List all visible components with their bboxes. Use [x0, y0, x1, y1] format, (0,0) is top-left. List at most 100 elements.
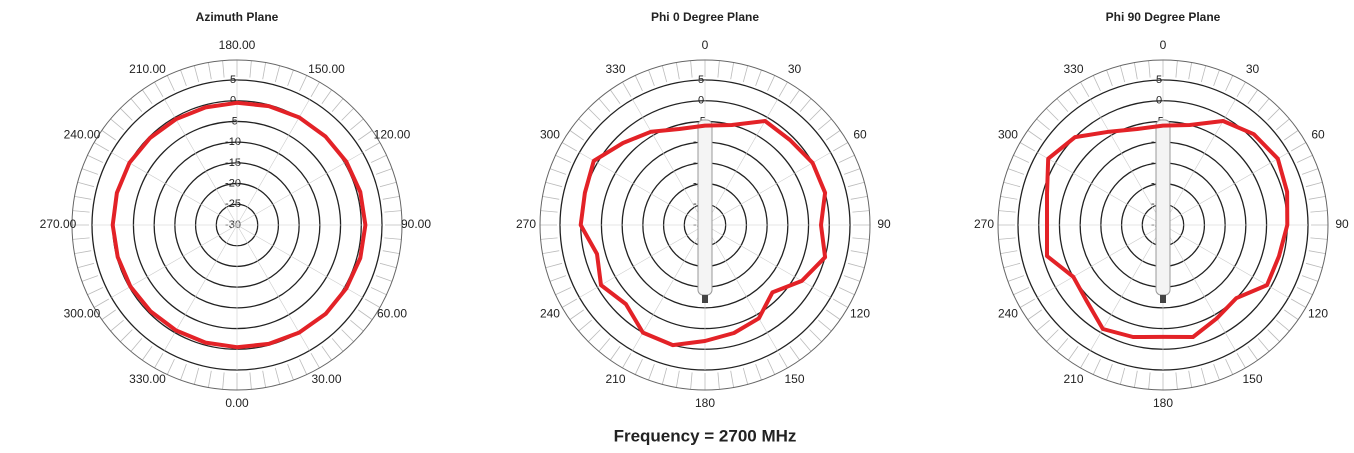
degree-band-tick [166, 75, 175, 92]
degree-band-tick [545, 181, 563, 188]
spoke [1037, 152, 1164, 226]
degree-band-tick [730, 62, 735, 80]
degree-band-tick [742, 367, 749, 385]
degree-band-tick [1092, 358, 1101, 375]
degree-band-tick [755, 363, 762, 381]
antenna-body [1155, 119, 1171, 296]
outer-ring [997, 59, 1329, 391]
degree-band-tick [81, 168, 99, 175]
degree-band-tick [998, 237, 1016, 240]
degree-band-tick [262, 62, 267, 80]
antenna-images [697, 119, 1171, 303]
degree-band-tick [850, 250, 868, 255]
r-tick-label: 0 [1156, 95, 1162, 107]
degree-band-tick [1119, 367, 1126, 385]
degree-band-tick [207, 62, 212, 80]
spoke [111, 152, 238, 226]
degree-band-tick [1013, 154, 1030, 163]
chart-title: Phi 90 Degree Plane [1106, 10, 1221, 24]
r-tick-label: 5 [1156, 74, 1162, 86]
degree-band-tick [101, 309, 116, 320]
spoke [704, 224, 778, 351]
degree-band-tick [1046, 108, 1059, 121]
degree-band-tick [847, 262, 865, 269]
antenna-body [697, 119, 713, 296]
degree-band-tick [1225, 75, 1234, 92]
degree-band-tick [549, 275, 567, 282]
theta-tick-label: 120 [1308, 307, 1328, 321]
degree-band-tick [578, 319, 592, 332]
theta-tick-label: 210.00 [129, 62, 166, 76]
degree-band-tick [1276, 118, 1290, 131]
degree-band-tick [569, 130, 584, 141]
pattern-trace [1045, 119, 1290, 339]
spoke [236, 224, 363, 298]
plots: Azimuth Plane50-5-10-15-20-25-300.0030.0… [40, 10, 1349, 410]
degree-band-tick [675, 62, 680, 80]
spoke [236, 224, 310, 351]
degree-band-tick [1007, 275, 1025, 282]
outer-ring [539, 59, 871, 391]
degree-band-tick [77, 181, 95, 188]
degree-band-tick [818, 319, 832, 332]
degree-band-tick [1000, 195, 1018, 200]
degree-band-tick [1213, 363, 1220, 381]
degree-band-tick [222, 372, 225, 390]
degree-band-tick [818, 118, 832, 131]
theta-tick-label: 240.00 [64, 128, 101, 142]
degree-band-tick [622, 81, 632, 98]
degree-band-tick [310, 352, 320, 369]
degree-band-tick [364, 142, 381, 152]
degree-band-tick [382, 250, 400, 255]
degree-band-tick [1305, 181, 1323, 188]
degree-band-tick [379, 181, 397, 188]
degree-band-tick [789, 89, 800, 104]
degree-band-tick [598, 338, 611, 352]
spoke [704, 152, 831, 226]
degree-band-tick [799, 338, 812, 352]
degree-band-tick [193, 65, 200, 83]
degree-band-tick [87, 287, 104, 296]
theta-tick-label: 330.00 [129, 372, 166, 386]
degree-band-tick [852, 237, 870, 240]
degree-band-tick [93, 142, 110, 152]
degree-band-tick [648, 69, 655, 87]
theta-tick-label: 60 [853, 128, 867, 142]
theta-tick-label: 270.00 [40, 217, 77, 231]
degree-band-tick [789, 346, 800, 361]
degree-band-tick [1247, 346, 1258, 361]
degree-band-tick [274, 65, 281, 83]
antenna-connector [1160, 295, 1166, 303]
degree-band-tick [847, 181, 865, 188]
degree-band-tick [778, 81, 788, 98]
degree-band-tick [1225, 358, 1234, 375]
theta-tick-label: 0 [1160, 38, 1167, 52]
degree-band-tick [287, 363, 294, 381]
degree-band-tick [193, 367, 200, 385]
degree-band-tick [375, 168, 393, 175]
degree-band-tick [1213, 69, 1220, 87]
degree-band-tick [274, 367, 281, 385]
degree-band-tick [569, 309, 584, 320]
theta-tick-label: 270 [974, 217, 994, 231]
degree-band-tick [350, 118, 364, 131]
degree-band-tick [110, 118, 124, 131]
theta-tick-label: 120 [850, 307, 870, 321]
degree-band-tick [661, 65, 668, 83]
r-tick-label: -15 [225, 157, 241, 169]
theta-tick-label: 150.00 [308, 62, 345, 76]
degree-band-tick [1133, 62, 1138, 80]
degree-band-tick [1019, 142, 1036, 152]
r-tick-label: 0 [230, 95, 236, 107]
degree-band-tick [1046, 329, 1059, 342]
r-tick-label: -20 [225, 177, 241, 189]
degree-band-tick [120, 329, 133, 342]
r-tick-label: 5 [698, 74, 704, 86]
r-tick-label: -5 [228, 115, 238, 127]
degree-band-tick [1027, 309, 1042, 320]
degree-band-tick [799, 98, 812, 112]
degree-band-tick [1276, 319, 1290, 332]
theta-tick-label: 60.00 [377, 307, 407, 321]
degree-band-tick [1056, 98, 1069, 112]
degree-band-tick [555, 154, 572, 163]
